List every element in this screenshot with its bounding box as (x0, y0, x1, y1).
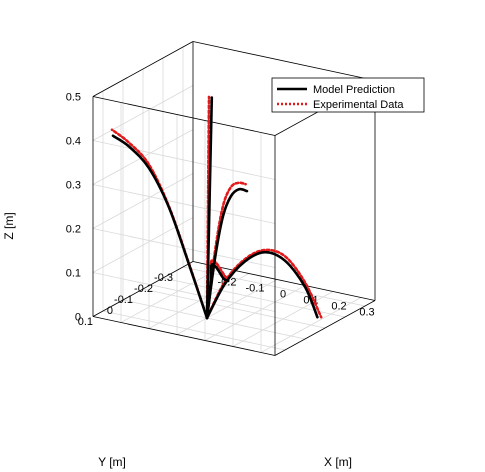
z-axis-label: Z [m] (2, 212, 16, 239)
axes-box (92, 41, 376, 356)
x-tick-label: 0.2 (331, 301, 346, 313)
y-tick-label: -0.3 (154, 272, 173, 284)
x-tick-label: -0.1 (246, 283, 265, 295)
series-line-lower-left-model (205, 262, 230, 320)
data-series (110, 95, 323, 320)
z-tick-label: 0.3 (66, 180, 81, 192)
legend-box (271, 77, 425, 113)
box-edge (92, 316, 276, 356)
series-line-right-upper-model (205, 187, 249, 320)
x-axis-label: X [m] (324, 455, 352, 469)
z-tick-label: 0.2 (66, 224, 81, 236)
gridline-backwall-z (92, 184, 276, 224)
gridline-backwall-z (92, 140, 276, 180)
y-axis-label: Y [m] (98, 455, 126, 469)
z-tick-label: 0.5 (66, 92, 81, 104)
y-tick-label: 0 (107, 305, 113, 317)
box-edge (192, 261, 376, 301)
x-tick-label: 0.3 (359, 307, 374, 319)
series-line-center-model (205, 96, 214, 320)
box-edge (92, 41, 194, 97)
gridline-floor-y (142, 288, 326, 329)
box-edge (192, 41, 376, 81)
z-tick-label: 0 (75, 312, 81, 324)
y-tick-label: -0.2 (134, 283, 153, 295)
gridline-sidewall-z (92, 173, 194, 229)
z-tick-label: 0.1 (66, 268, 81, 280)
box-edge (92, 261, 194, 317)
y-tick-label: -0.1 (114, 294, 133, 306)
z-tick-label: 0.4 (66, 136, 81, 148)
box-edge (274, 300, 376, 356)
legend: Model Prediction Experimental Data (271, 77, 425, 113)
legend-label-experimental: Experimental Data (313, 99, 404, 111)
gridline-sidewall-z (92, 85, 194, 141)
tick-labels: -0.2 -0.1 0 0.1 0.2 0.3-0.3-0.2-0.100.100.10.… (66, 92, 375, 329)
y-tick-label: 0.1 (78, 316, 93, 328)
x-tick-label: 0 (280, 289, 286, 301)
series-line-left-model (111, 134, 209, 320)
gridline-floor-y (102, 310, 286, 351)
box-edge (92, 96, 276, 136)
gridline-backwall-z (92, 272, 276, 312)
series-line-right-lower-model (205, 250, 319, 320)
legend-label-model: Model Prediction (313, 84, 395, 96)
